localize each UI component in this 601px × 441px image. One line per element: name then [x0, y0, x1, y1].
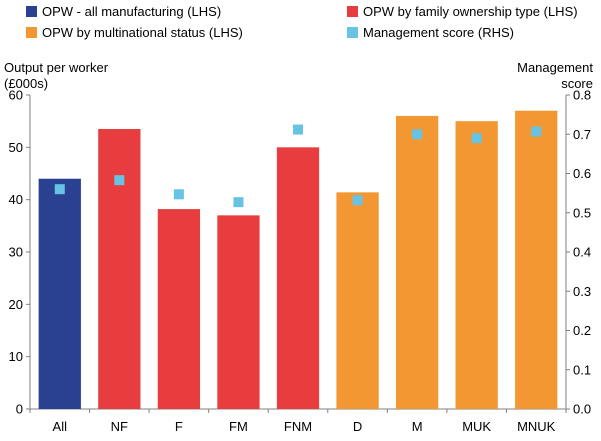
bar-all [38, 178, 81, 409]
x-tick-label: MUK [462, 419, 491, 434]
x-tick-label: FM [229, 419, 248, 434]
y-axis-title-line-2: (£000s) [4, 76, 49, 91]
x-tick-label: D [353, 419, 362, 434]
legend-label-management-score: Management score (RHS) [363, 25, 514, 40]
y2-axis-title-line-1: Management [517, 60, 593, 75]
management-score-point-fnm [293, 124, 303, 135]
bar-f [157, 209, 201, 409]
management-score-point-f [173, 189, 184, 200]
legend-item-opw-multinational: OPW by multinational status (LHS) [26, 25, 243, 40]
y2-tick-label: 0.7 [573, 127, 591, 142]
bar-muk [455, 121, 498, 410]
y-axis-title-line-1: Output per worker [4, 60, 109, 75]
y-tick-label: 20 [9, 297, 23, 312]
y2-tick-label: 0.1 [573, 362, 591, 377]
chart-legend: OPW - all manufacturing (LHS) OPW by fam… [0, 4, 601, 44]
y2-tick-label: 0.5 [573, 205, 591, 220]
y-tick-label: 50 [9, 140, 23, 155]
legend-label-opw-family: OPW by family ownership type (LHS) [363, 4, 578, 19]
bar-mnuk [515, 110, 558, 409]
y2-axis-title: Management score [517, 60, 593, 92]
y2-tick-label: 0.6 [573, 166, 591, 181]
y2-axis-title-line-2: score [561, 76, 593, 91]
legend-item-opw-all: OPW - all manufacturing (LHS) [26, 4, 221, 19]
legend-swatch-opw-family [347, 6, 358, 17]
x-tick-label: M [412, 419, 423, 434]
y2-tick-label: 0.3 [573, 284, 591, 299]
legend-item-opw-family: OPW by family ownership type (LHS) [347, 4, 578, 19]
y-tick-label: 10 [9, 349, 23, 364]
management-score-point-m [412, 129, 423, 140]
y2-tick-label: 0.2 [573, 323, 591, 338]
management-score-point-muk [471, 133, 482, 144]
y-tick-label: 40 [9, 192, 23, 207]
management-score-point-fm [233, 197, 244, 208]
legend-swatch-management-score [347, 27, 358, 38]
y2-tick-label: 0.8 [573, 88, 591, 103]
management-score-point-nf [114, 175, 125, 186]
x-tick-label: NF [111, 419, 128, 434]
bar-d [336, 192, 379, 409]
y-tick-label: 0 [16, 402, 23, 417]
x-tick-label: FNM [284, 419, 312, 434]
bar-nf [98, 129, 141, 409]
y-tick-label: 60 [9, 88, 23, 103]
legend-label-opw-all: OPW - all manufacturing (LHS) [42, 4, 222, 19]
legend-swatch-opw-multinational [26, 27, 37, 38]
x-tick-label: MNUK [517, 419, 556, 434]
y2-tick-label: 0.0 [573, 402, 591, 417]
bar-fnm [276, 147, 320, 410]
management-score-point-all [54, 184, 65, 195]
x-tick-label: All [53, 419, 68, 434]
management-score-point-d [352, 195, 363, 206]
legend-item-management-score: Management score (RHS) [347, 25, 514, 40]
y2-tick-label: 0.4 [573, 245, 591, 260]
x-tick-label: F [175, 419, 183, 434]
y-axis-title: Output per worker (£000s) [4, 60, 108, 92]
y-tick-label: 30 [9, 245, 23, 260]
management-score-point-mnuk [531, 126, 542, 137]
legend-label-opw-multinational: OPW by multinational status (LHS) [42, 25, 243, 40]
legend-swatch-opw-all [26, 6, 37, 17]
bar-m [395, 115, 439, 409]
bar-fm [217, 215, 260, 409]
